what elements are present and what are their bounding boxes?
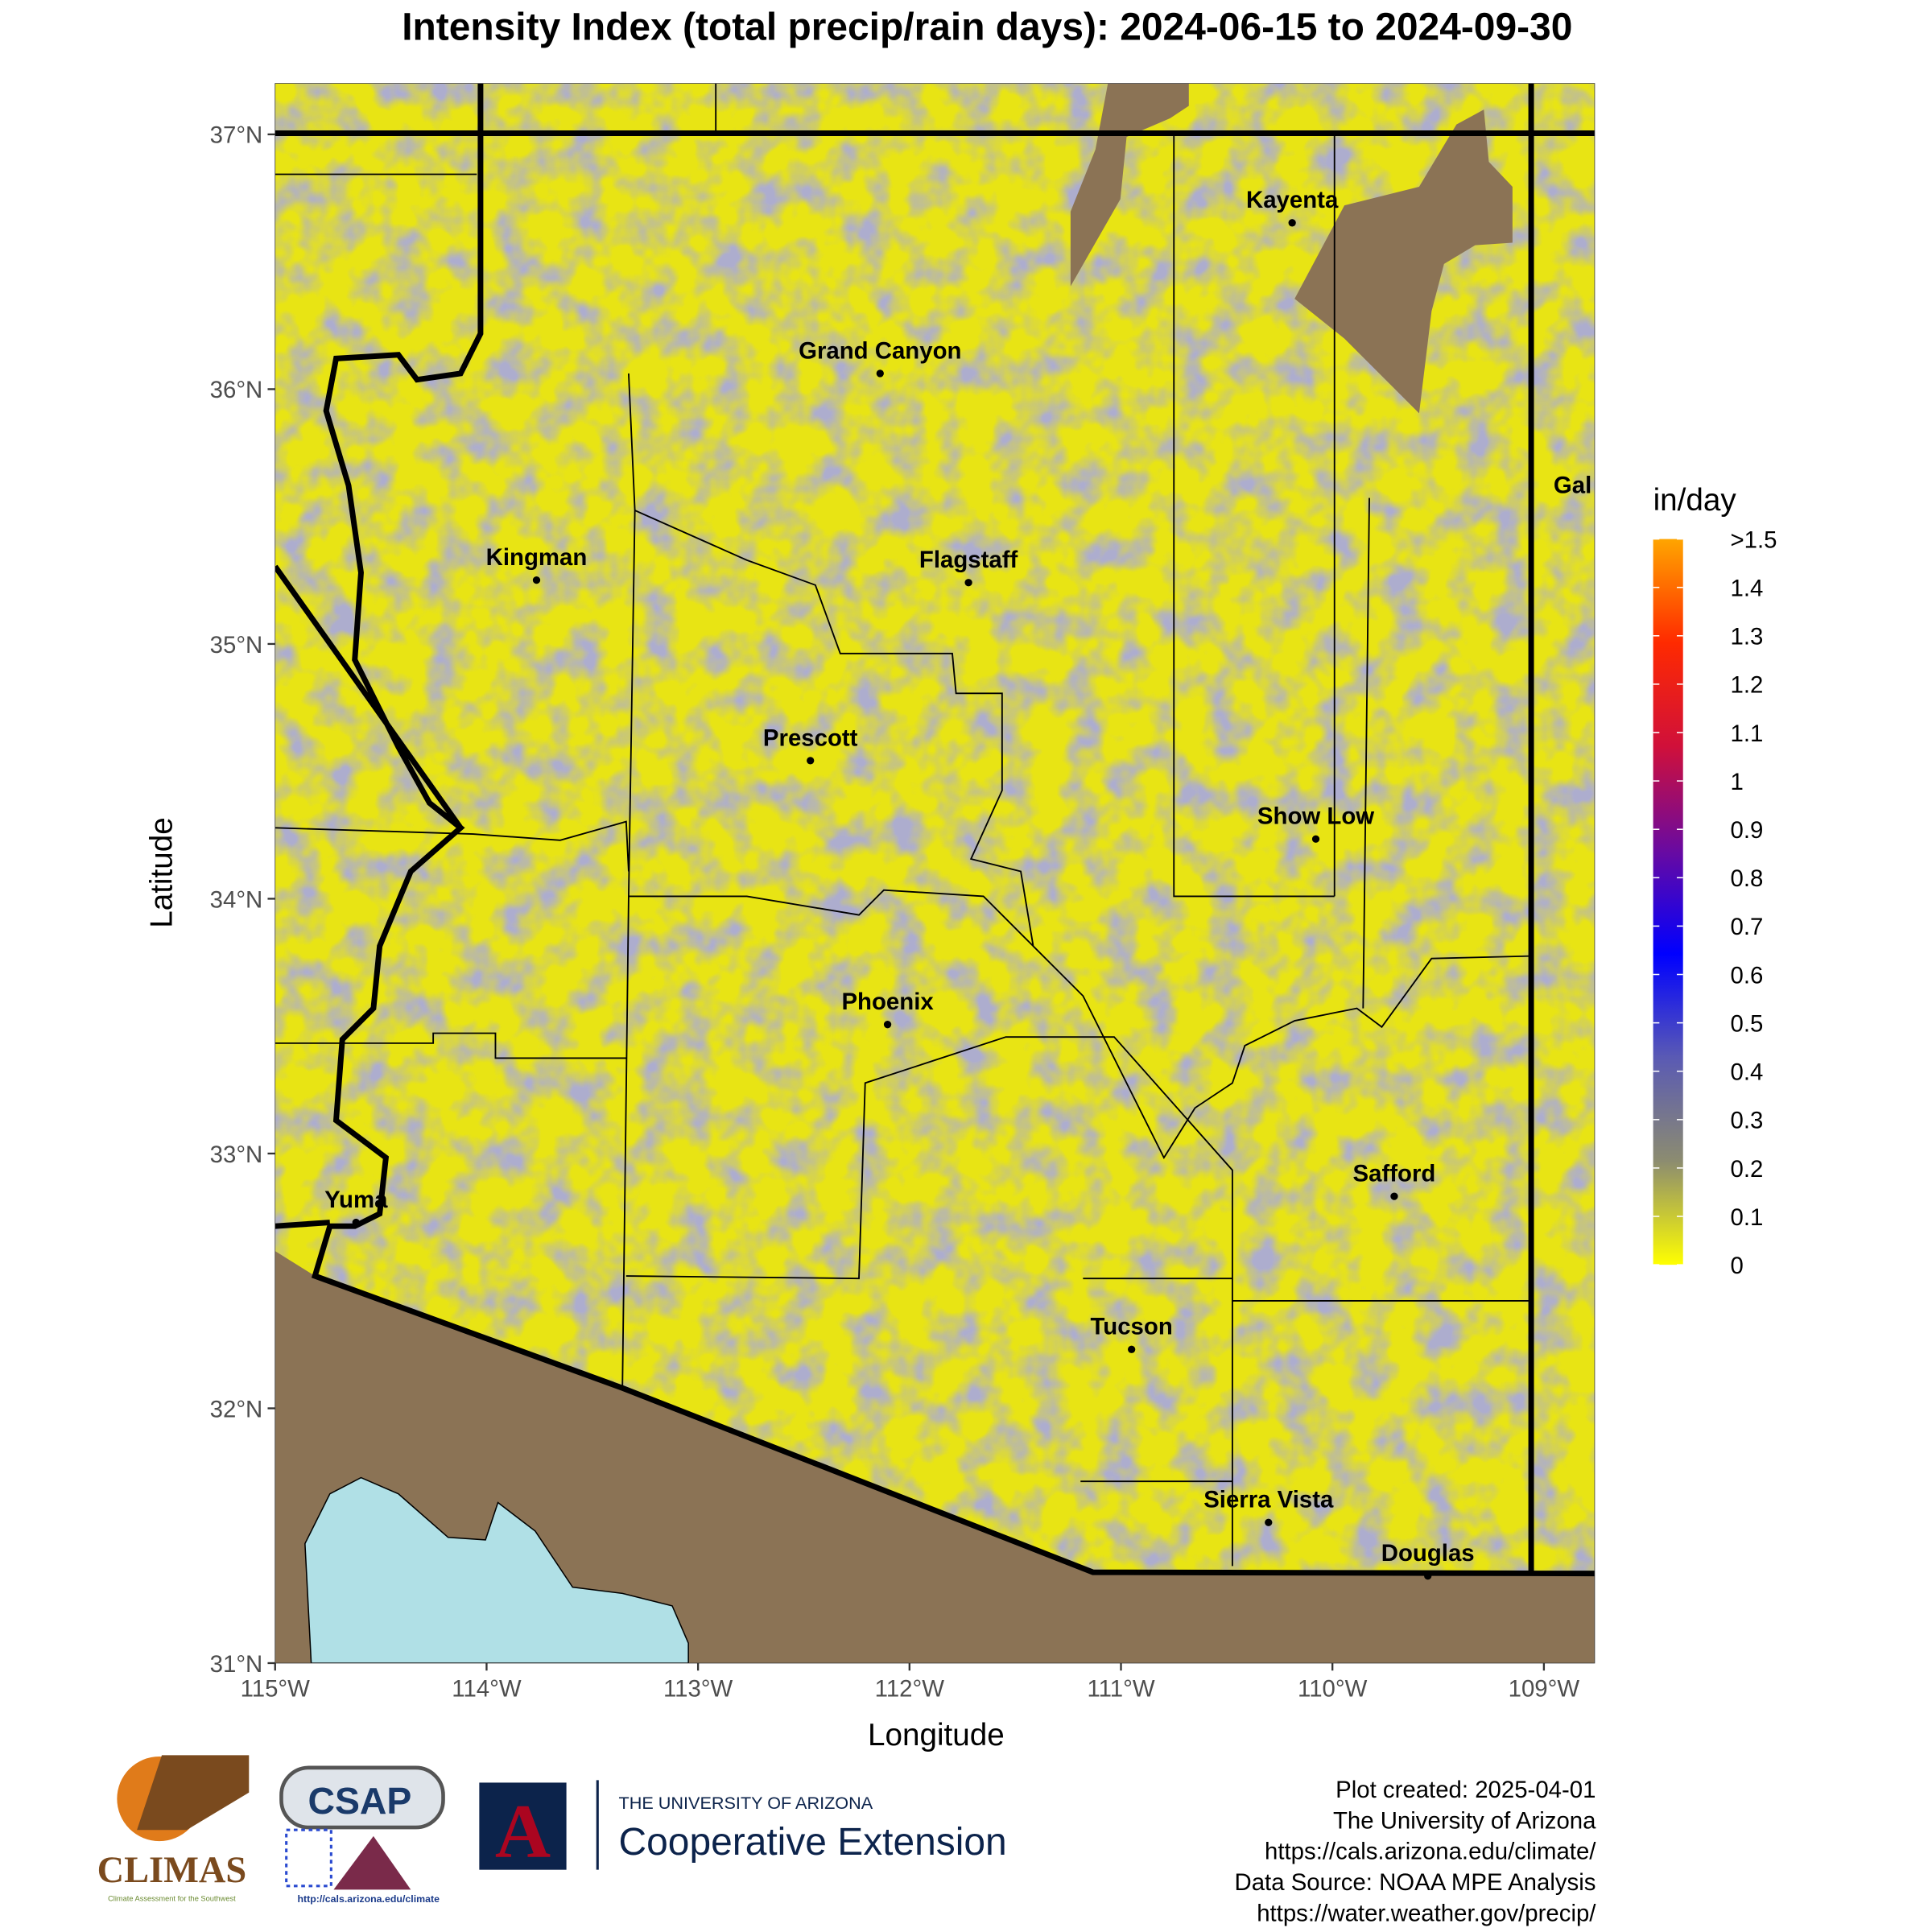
y-axis-title: Latitude — [144, 817, 179, 928]
legend-tick-label: 0.5 — [1730, 1010, 1763, 1037]
gulf-of-california — [304, 1476, 689, 1663]
legend-title: in/day — [1653, 483, 1737, 518]
legend-tick-label: 0 — [1730, 1253, 1743, 1279]
x-tick-label: 112°W — [875, 1676, 945, 1703]
footer-line: The University of Arizona — [1333, 1807, 1596, 1834]
city-dot — [964, 579, 972, 587]
city-label: Kingman — [486, 544, 588, 571]
legend-tick-label: 0.9 — [1730, 817, 1763, 844]
city-dot — [883, 1021, 892, 1029]
legend-tick-label: 1.4 — [1730, 576, 1763, 602]
city-label: Safford — [1353, 1161, 1436, 1187]
city-label: Douglas — [1381, 1540, 1475, 1567]
city-dot — [1390, 1192, 1398, 1200]
legend-tick-label: >1.5 — [1730, 526, 1777, 553]
legend-tick-label: 1.1 — [1730, 720, 1763, 747]
city-label: Prescott — [763, 724, 858, 751]
city-label: Yuma — [324, 1187, 388, 1213]
x-axis-title: Longitude — [868, 1718, 1005, 1752]
footer-line: https://cals.arizona.edu/climate/ — [1265, 1839, 1596, 1865]
legend-tick-label: 1.2 — [1730, 672, 1763, 699]
legend-tick-label: 0.1 — [1730, 1204, 1763, 1231]
no-data-area — [1294, 109, 1513, 414]
footer-line: Plot created: 2025-04-01 — [1335, 1777, 1596, 1803]
climas-logo — [137, 1755, 250, 1831]
y-tick-label: 37°N — [210, 122, 263, 149]
state-borders — [275, 83, 1595, 1577]
y-tick-label: 35°N — [210, 632, 263, 658]
legend-tick-label: 1 — [1730, 769, 1743, 795]
y-tick-label: 33°N — [210, 1141, 263, 1168]
x-tick-label: 111°W — [1087, 1676, 1154, 1703]
x-tick-label: 113°W — [663, 1676, 733, 1703]
legend-tick-label: 1.3 — [1730, 624, 1763, 650]
mexico — [275, 1251, 1595, 1663]
ua-a: A — [495, 1789, 551, 1874]
climas-text: CLIMAS — [97, 1850, 247, 1891]
city-dot — [532, 576, 541, 584]
y-tick-label: 32°N — [210, 1396, 263, 1422]
city-label: Sierra Vista — [1203, 1487, 1334, 1513]
y-tick-label: 34°N — [210, 886, 263, 913]
map-area — [275, 83, 1595, 1663]
city-label: Grand Canyon — [799, 337, 961, 364]
x-tick-label: 110°W — [1298, 1676, 1368, 1703]
extension-name: Cooperative Extension — [619, 1821, 1007, 1864]
csap-cloud — [279, 1765, 445, 1830]
legend-tick-label: 0.7 — [1730, 914, 1763, 940]
city-label: Phoenix — [841, 989, 934, 1015]
legend-tick-label: 0.4 — [1730, 1059, 1763, 1086]
city-dot — [352, 1218, 360, 1227]
footer-line: https://water.weather.gov/precip/ — [1257, 1900, 1596, 1926]
x-tick-label: 109°W — [1509, 1676, 1580, 1703]
city-label: Show Low — [1257, 803, 1374, 830]
city-dot — [1424, 1572, 1432, 1580]
x-tick-label: 115°W — [241, 1676, 311, 1703]
city-dot — [807, 757, 815, 765]
city-dot — [1128, 1345, 1136, 1353]
city-label: Gal — [1554, 472, 1591, 498]
city-dot — [1265, 1518, 1273, 1526]
csap-url: http://cals.arizona.edu/climate — [297, 1893, 440, 1905]
csap-mountain — [333, 1835, 411, 1890]
footer-line: Data Source: NOAA MPE Analysis — [1234, 1869, 1596, 1896]
y-tick-label: 31°N — [210, 1651, 263, 1678]
legend-tick-label: 0.2 — [1730, 1156, 1763, 1183]
title: Intensity Index (total precip/rain days)… — [402, 6, 1572, 48]
colorbar — [1653, 539, 1683, 1265]
city-label: Flagstaff — [919, 547, 1018, 573]
city-label: Kayenta — [1246, 187, 1339, 213]
plot-frame — [275, 83, 1596, 1664]
x-tick-label: 114°W — [452, 1676, 522, 1703]
y-tick-label: 36°N — [210, 377, 263, 403]
climas-subtitle: Climate Assessment for the Southwest — [108, 1894, 236, 1902]
csap-text: CSAP — [308, 1780, 411, 1822]
cities: Kayenta Grand Canyon Flagstaff Kingman Presc… — [324, 187, 1591, 1580]
legend-tick-label: 0.6 — [1730, 962, 1763, 989]
csap-rain — [285, 1828, 332, 1888]
city-dot — [1311, 835, 1320, 843]
city-dot — [1288, 219, 1296, 227]
ua-name: THE UNIVERSITY OF ARIZONA — [619, 1793, 873, 1813]
logos: CLIMAS Climate Assessment for the Southw… — [97, 1755, 1007, 1905]
city-label: Tucson — [1091, 1314, 1173, 1340]
city-dot — [876, 369, 884, 378]
legend-tick-label: 0.8 — [1730, 865, 1763, 892]
ua-logo — [479, 1782, 567, 1870]
legend-tick-label: 0.3 — [1730, 1108, 1763, 1134]
